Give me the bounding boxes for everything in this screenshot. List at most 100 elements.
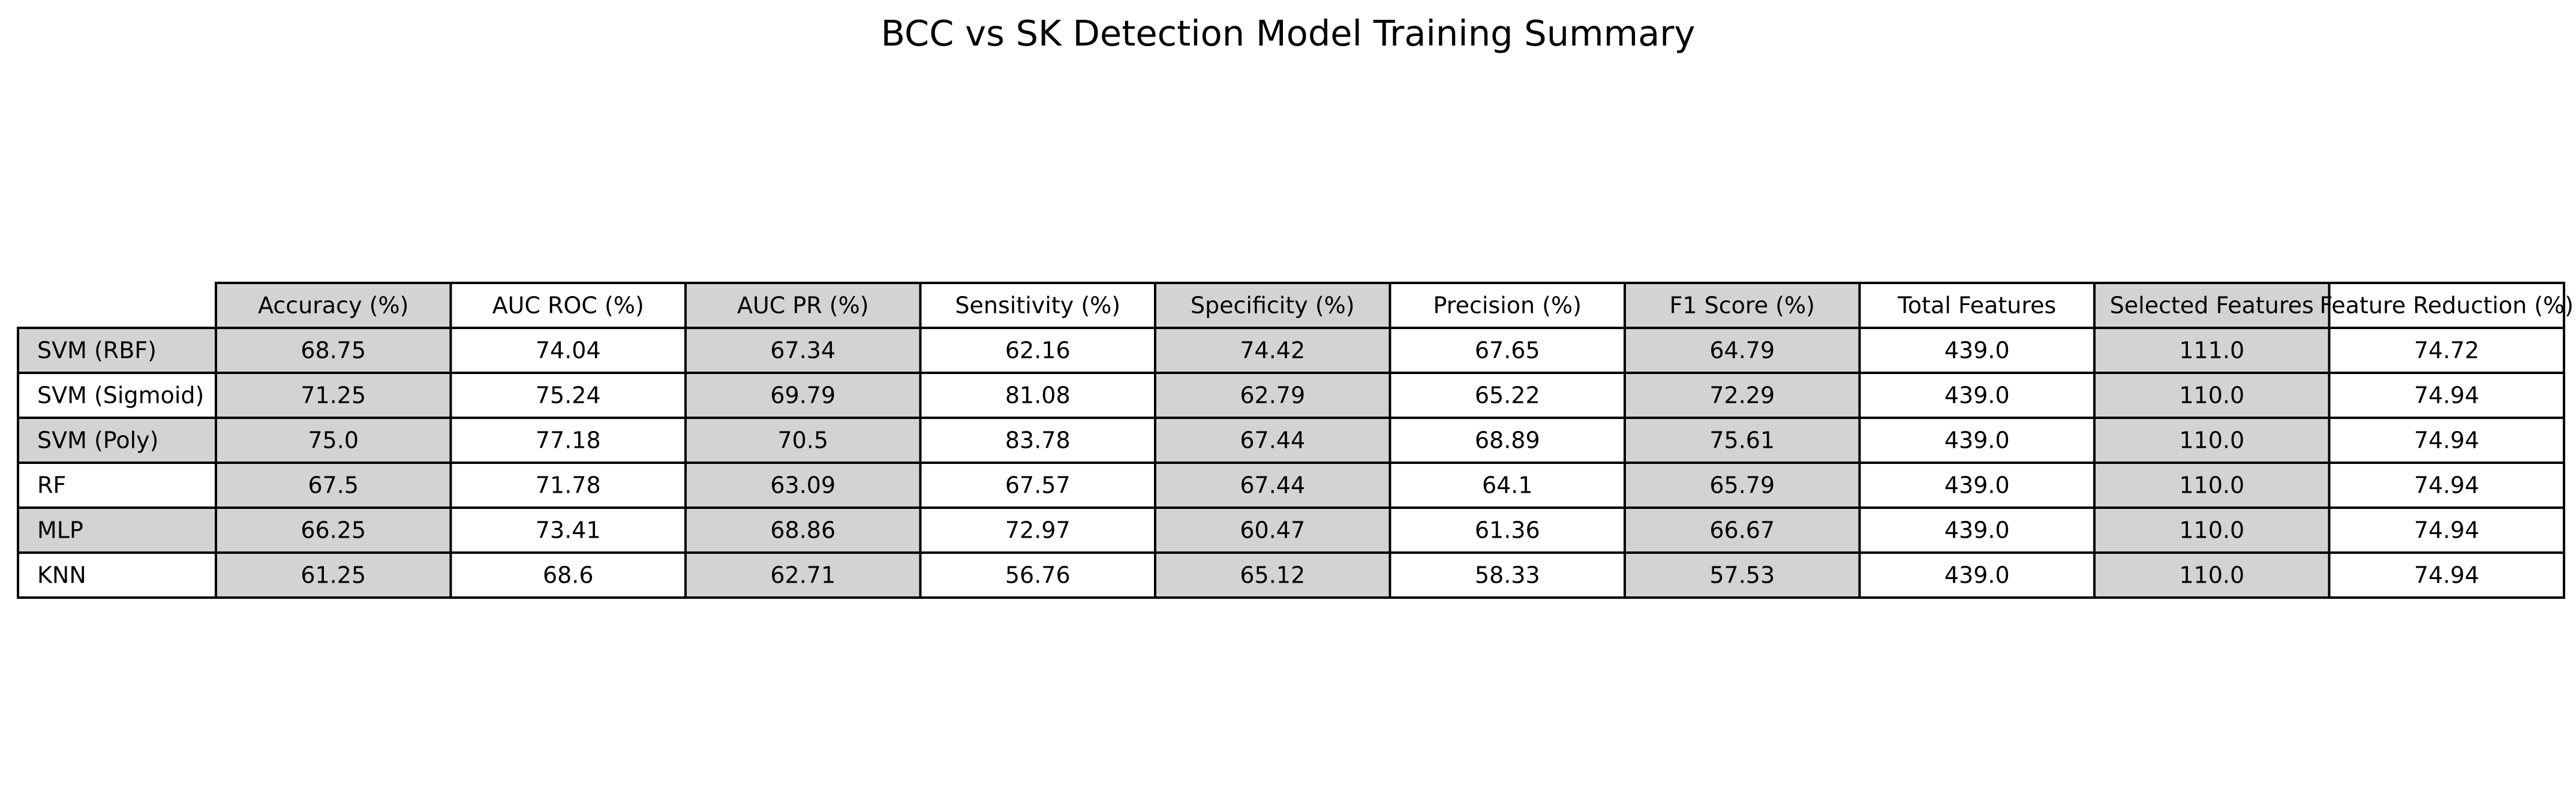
column-header: Feature Reduction (%) [2320,293,2574,319]
table-cell-value: 439.0 [1944,562,2010,589]
table-cell-value: 75.61 [1709,427,1775,454]
column-header: Precision (%) [1433,293,1582,319]
table-cell-value: 75.24 [536,382,601,409]
column-header: Selected Features [2110,293,2314,319]
table-cell-value: 58.33 [1475,562,1540,589]
table-cell [1388,327,1626,374]
column-header: AUC ROC (%) [492,293,644,319]
row-label: SVM (Sigmoid) [37,382,204,409]
table-cell [1154,551,1391,599]
column-header-cell [2093,282,2331,329]
table-cell-value: 67.65 [1475,337,1540,364]
column-header: AUC PR (%) [737,293,869,319]
table-cell [1624,462,1861,509]
table-cell [1858,417,2096,464]
table-cell-value: 74.94 [2414,472,2479,499]
table-cells [17,282,2565,599]
table-cell-value: 62.79 [1240,382,1305,409]
row-label-cell [17,551,217,599]
table-cell [1154,462,1391,509]
table-cell [449,551,687,599]
table-cell-value: 439.0 [1944,472,2010,499]
table-cell [2328,372,2565,419]
row-label: SVM (RBF) [37,337,157,364]
table-cell-value: 74.94 [2414,382,2479,409]
table-cell-value: 74.94 [2414,562,2479,589]
table-cell-value: 61.36 [1475,517,1540,544]
table-cell-value: 439.0 [1944,337,2010,364]
table-cell [1624,551,1861,599]
table-cell [1624,327,1861,374]
table-cell [2328,327,2565,374]
table-cell-value: 439.0 [1944,517,2010,544]
table-cell-value: 70.5 [777,427,828,454]
table-cell-value: 83.78 [1005,427,1071,454]
table-cell [684,372,922,419]
column-header: Accuracy (%) [258,293,408,319]
table-cell [1858,372,2096,419]
column-header: Sensitivity (%) [955,293,1120,319]
table-cell-value: 67.57 [1005,472,1071,499]
table-cell [2328,551,2565,599]
column-header-cell [684,282,922,329]
table-cell-value: 74.94 [2414,427,2479,454]
table-cell [449,327,687,374]
table-cell-value: 81.08 [1005,382,1071,409]
table-cell-value: 67.5 [308,472,359,499]
table-cell [2328,506,2565,554]
table-cell [919,506,1156,554]
table-cell [684,327,922,374]
column-header-cell [1858,282,2096,329]
table-cell-value: 110.0 [2179,382,2244,409]
table-cell [2093,506,2331,554]
table-cell [1858,506,2096,554]
table-cell [1388,462,1626,509]
table-cell [215,372,452,419]
table-cell-value: 67.44 [1240,427,1305,454]
column-header-cell [215,282,452,329]
table-cell-value: 77.18 [536,427,601,454]
table-cell [919,372,1156,419]
table-cell-value: 72.97 [1005,517,1071,544]
table-cell-value: 63.09 [770,472,835,499]
table-cell-value: 71.78 [536,472,601,499]
table-cell-value: 65.22 [1475,382,1540,409]
table-cell-value: 62.71 [770,562,835,589]
table-cell [215,462,452,509]
table-cell-value: 66.67 [1709,517,1775,544]
table-cell-value: 57.53 [1709,562,1775,589]
table-cell-value: 74.42 [1240,337,1305,364]
table-cell-value: 74.94 [2414,517,2479,544]
table-cell [215,327,452,374]
table-cell-value: 110.0 [2179,562,2244,589]
column-header-cell [449,282,687,329]
table-cell-value: 62.16 [1005,337,1071,364]
table-cell [2328,417,2565,464]
table-cell [215,506,452,554]
table-cell [215,551,452,599]
table-cell-value: 439.0 [1944,382,2010,409]
table-cell-value: 65.12 [1240,562,1305,589]
table-cell-value: 64.1 [1482,472,1533,499]
table-cell [1388,551,1626,599]
table-cell [1858,327,2096,374]
row-label: SVM (Poly) [37,427,159,454]
table-cell-value: 64.79 [1709,337,1775,364]
table-cell [684,551,922,599]
table-cell [919,462,1156,509]
chart-title: BCC vs SK Detection Model Training Summa… [880,13,1696,54]
table-cell-value: 74.72 [2414,337,2479,364]
column-header: F1 Score (%) [1670,293,1815,319]
row-label-cell [17,506,217,554]
table-cell-value: 67.44 [1240,472,1305,499]
table-cell-value: 72.29 [1709,382,1775,409]
column-header-cell [2328,282,2565,329]
table-cell [2328,462,2565,509]
table-cell-value: 68.89 [1475,427,1540,454]
table-text: Accuracy (%) AUC ROC (%) AUC PR (%) Sensiti… [37,293,2574,589]
row-label-cell [17,462,217,509]
table-cell [1154,327,1391,374]
table-cell-value: 71.25 [300,382,366,409]
table-cell-value: 60.47 [1240,517,1305,544]
column-header: Total Features [1897,293,2056,319]
